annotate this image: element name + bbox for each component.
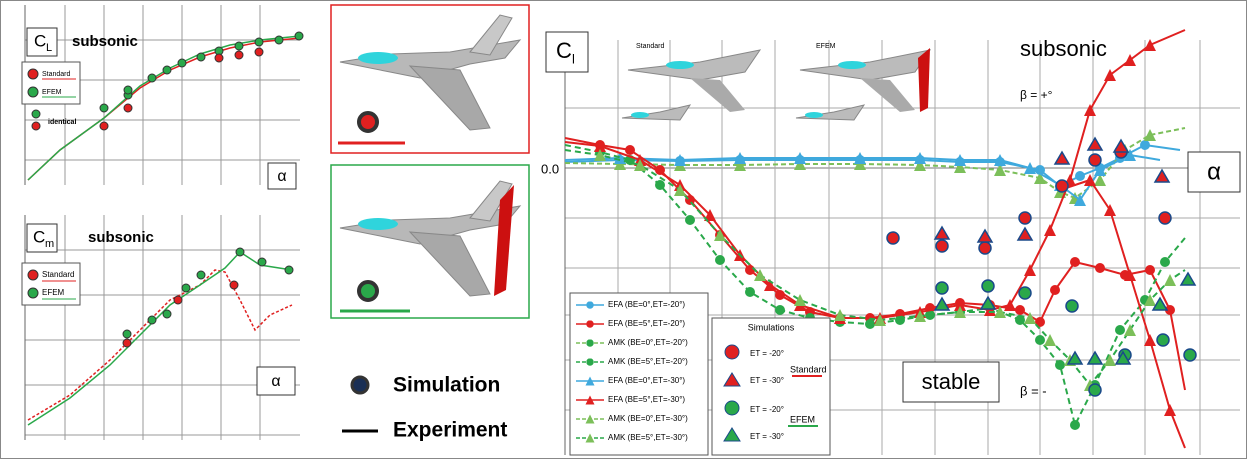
grid [24,215,300,440]
panel-title: subsonic [1020,36,1107,61]
symbol: C [556,38,572,63]
legend-marker [27,287,39,299]
beta-negative: β = - [1020,383,1047,398]
symbol-box [545,31,589,73]
aircraft-efem [330,164,530,319]
panel-title: subsonic [72,33,138,50]
subscript: l [572,51,575,66]
symbol-box [26,223,58,253]
symbol: C [33,227,45,246]
sim-legend-item: ET = -30° [750,432,784,441]
legend-label: EFA (BE=5°,ET=-20°) [608,319,685,328]
sim-legend: Simulations ET = -20° ET = -30° Standard… [711,317,831,456]
legend-marker [27,269,39,281]
sim-legend-item: ET = -30° [750,376,784,385]
x-axis-label: α [277,168,286,185]
axis-label-box [256,366,296,396]
beta-positive: β = +° [1020,88,1053,102]
panel-title: subsonic [88,229,154,246]
subscript: L [46,42,52,54]
annotation: identical [48,119,76,126]
symbol: C [34,31,46,50]
key-experiment: Experiment [393,419,507,442]
lift-panel: C L subsonic Standard EFEM identical α [21,5,304,190]
image-label: Standard [636,43,665,50]
curve-standard [27,269,293,421]
legend: EFA (BE=0°,ET=-20°) EFA (BE=5°,ET=-20°) AM… [569,292,709,456]
sim-legend-item: ET = -20° [750,349,784,358]
key-simulation: Simulation [393,374,500,397]
sim-points [31,31,304,131]
legend [21,61,81,105]
legend-label: EFA (BE=0°,ET=-30°) [608,376,685,385]
mini-aircraft [621,48,932,121]
zero-label: 0.0 [541,161,559,176]
x-axis-label: α [271,373,280,390]
sim-legend-group: EFEM [790,414,815,424]
key: Simulation Experiment [342,374,507,442]
legend-label: Standard [42,270,74,279]
subscript: m [45,238,54,250]
sim-points [886,136,1197,397]
legend-label: Standard [42,71,71,78]
sim-legend-group: Standard [790,364,827,374]
image-label: EFEM [816,43,836,50]
legend-label: EFA (BE=5°,ET=-30°) [608,395,685,404]
symbol-box [26,27,58,57]
stable-label: stable [922,369,981,394]
roll-panel: C l Standard EFEM subsonic β = +° 0.0 α … [541,29,1241,456]
legend-label: AMK (BE=5°,ET=-30°) [608,433,688,442]
sim-legend-item: ET = -20° [750,405,784,414]
legend-marker [27,68,39,80]
legend-marker [27,86,39,98]
stable-box [902,361,1000,403]
x-axis-label: α [1207,158,1221,185]
axis-label-box [1187,151,1241,193]
sim-legend-title: Simulations [748,322,795,332]
legend-label: AMK (BE=0°,ET=-20°) [608,338,688,347]
legend-label: EFA (BE=0°,ET=-20°) [608,300,685,309]
aircraft-standard [330,4,530,154]
legend-label: AMK (BE=0°,ET=-30°) [608,414,688,423]
legend-label: EFEM [42,288,65,297]
legend-label: EFEM [42,89,62,96]
legend-label: AMK (BE=5°,ET=-20°) [608,357,688,366]
pitch-panel: C m subsonic Standard EFEM α [21,215,300,440]
sim-points [122,247,294,348]
axis-label-box [267,162,297,190]
curve-efem [27,251,293,426]
